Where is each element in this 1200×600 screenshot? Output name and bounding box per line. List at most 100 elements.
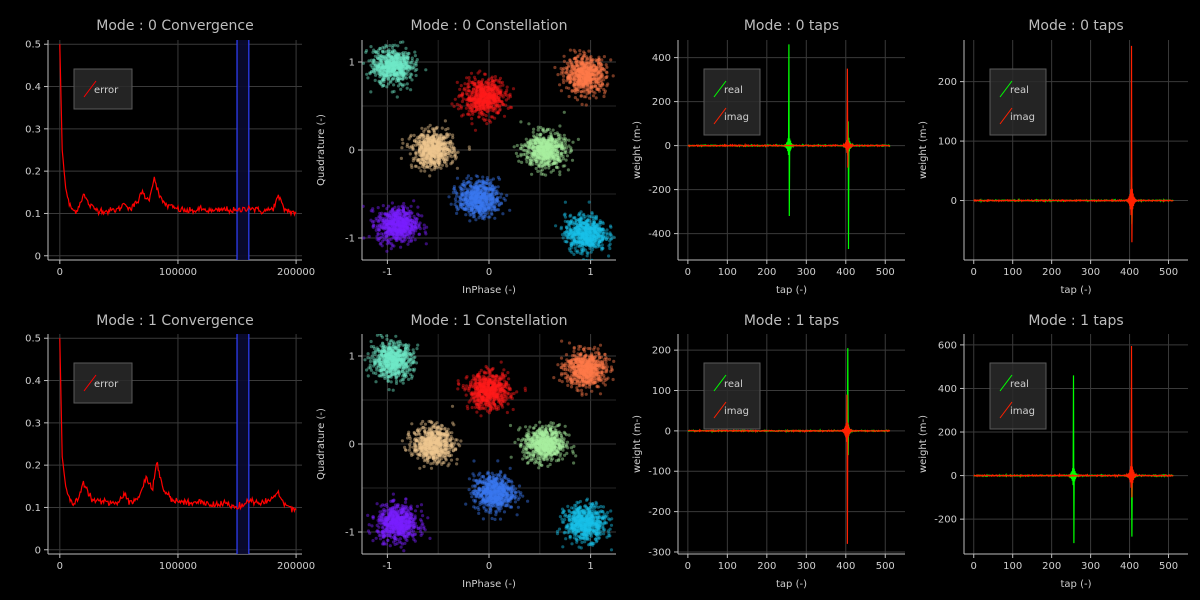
- constellation-point: [402, 53, 406, 57]
- constellation-point: [397, 68, 402, 72]
- constellation-point: [476, 175, 480, 179]
- constellation-point: [502, 196, 506, 201]
- constellation-point: [458, 103, 462, 107]
- constellation-point: [356, 78, 359, 81]
- constellation-point: [486, 100, 490, 104]
- constellation-point: [377, 65, 381, 69]
- constellation-point: [606, 236, 610, 240]
- constellation-point: [399, 69, 403, 73]
- constellation-point: [486, 105, 490, 109]
- constellation-point: [498, 95, 502, 99]
- constellation-point: [586, 75, 590, 79]
- constellation-point: [381, 83, 386, 88]
- constellation-point: [405, 86, 409, 90]
- constellation-point: [392, 60, 396, 64]
- constellation-point: [391, 58, 395, 63]
- constellation-point: [484, 97, 488, 101]
- constellation-point: [397, 205, 401, 209]
- constellation-point: [399, 63, 403, 67]
- constellation-point: [492, 100, 496, 105]
- constellation-point: [398, 76, 402, 81]
- constellation-point: [399, 71, 403, 75]
- constellation-point: [420, 214, 424, 218]
- constellation-point: [394, 64, 399, 69]
- constellation-point: [570, 158, 575, 162]
- constellation-point: [520, 160, 524, 164]
- constellation-point: [415, 217, 419, 221]
- constellation-point: [381, 219, 385, 223]
- constellation-point: [399, 61, 403, 65]
- constellation-point: [482, 112, 486, 116]
- constellation-point: [496, 85, 500, 89]
- constellation-point: [383, 73, 387, 77]
- constellation-point: [382, 66, 386, 70]
- constellation-point: [394, 55, 398, 59]
- constellation-point: [379, 56, 383, 60]
- constellation-point: [385, 64, 389, 68]
- constellation-point: [395, 65, 399, 69]
- constellation-point: [472, 75, 477, 79]
- constellation-point: [558, 133, 562, 137]
- constellation-point: [404, 71, 408, 75]
- constellation-point: [380, 244, 384, 248]
- constellation-point: [492, 94, 496, 98]
- constellation-point: [456, 107, 461, 111]
- legend: error: [73, 68, 133, 110]
- constellation-point: [492, 98, 496, 102]
- constellation-point: [385, 70, 389, 74]
- constellation-point: [398, 67, 402, 71]
- constellation-point: [589, 64, 594, 68]
- constellation-point: [398, 60, 402, 64]
- constellation-point: [398, 66, 402, 70]
- constellation-point: [387, 54, 391, 59]
- constellation-point: [519, 120, 523, 124]
- constellation-point: [404, 55, 408, 59]
- constellation-point: [394, 40, 396, 41]
- constellation-point: [390, 64, 394, 68]
- constellation-point: [550, 142, 554, 146]
- constellation-point: [499, 192, 503, 196]
- constellation-point: [586, 61, 590, 65]
- constellation-point: [482, 99, 487, 103]
- constellation-point: [446, 140, 450, 145]
- constellation-point: [373, 64, 377, 68]
- constellation-point: [391, 64, 395, 68]
- constellation-point: [369, 45, 373, 49]
- constellation-point: [423, 230, 427, 234]
- series-line-error: [59, 44, 297, 217]
- x-tick-label: 200000: [277, 267, 315, 278]
- constellation-point: [387, 53, 391, 57]
- constellation-point: [372, 70, 376, 74]
- constellation-point: [388, 69, 393, 73]
- constellation-point: [402, 201, 406, 206]
- constellation-point: [392, 89, 396, 94]
- constellation-point: [567, 64, 571, 68]
- constellation-point: [392, 73, 396, 77]
- constellation-point: [394, 72, 398, 77]
- constellation-point: [386, 67, 390, 71]
- constellation-point: [375, 224, 379, 228]
- constellation-point: [414, 73, 418, 78]
- constellation-point: [405, 53, 409, 57]
- constellation-point: [457, 95, 461, 99]
- constellation-point: [403, 75, 407, 79]
- constellation-point: [483, 187, 487, 191]
- y-tick-label: 0.3: [25, 124, 41, 135]
- constellation-point: [553, 161, 558, 165]
- constellation-point: [392, 73, 396, 77]
- constellation-point: [481, 179, 485, 183]
- constellation-point: [386, 239, 390, 243]
- y-tick-label: 0: [349, 146, 355, 157]
- constellation-point: [401, 72, 405, 76]
- constellation-point: [460, 91, 465, 95]
- constellation-point: [487, 119, 491, 123]
- constellation-point: [401, 56, 406, 60]
- constellation-point: [476, 108, 481, 112]
- constellation-point: [402, 83, 406, 87]
- constellation-point: [537, 155, 541, 159]
- constellation-point: [386, 66, 390, 70]
- constellation-point: [427, 147, 431, 151]
- constellation-point: [391, 207, 395, 211]
- constellation-point: [389, 67, 393, 71]
- constellation-point: [579, 94, 584, 98]
